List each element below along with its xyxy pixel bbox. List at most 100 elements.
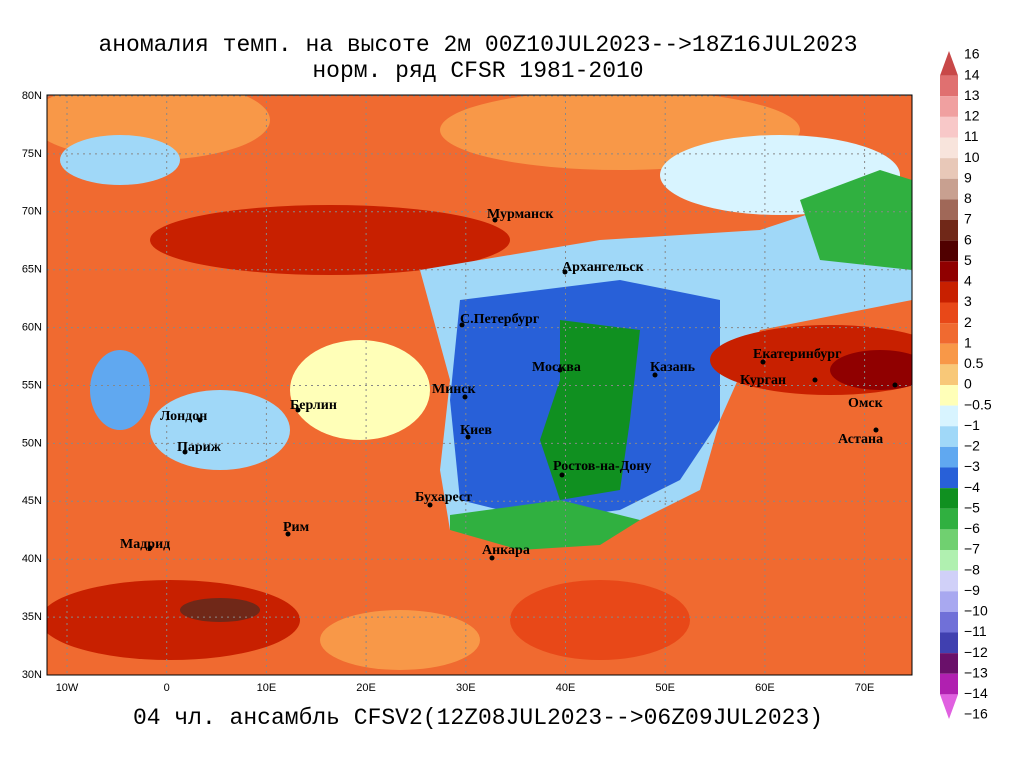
colorbar-label: 8: [964, 190, 972, 206]
city-dot: [812, 377, 818, 383]
city-dot: [562, 269, 568, 275]
city-label: Киев: [460, 423, 492, 438]
colorbar-label: −14: [964, 685, 988, 701]
colorbar-box: [940, 385, 958, 406]
lat-label: 45N: [22, 495, 42, 507]
colorbar-box: [940, 611, 958, 633]
lon-label: 60E: [755, 682, 775, 694]
lon-label: 10E: [257, 682, 277, 694]
colorbar-end: [940, 51, 958, 76]
colorbar-label: −7: [964, 541, 980, 557]
city-label: Казань: [650, 360, 696, 375]
lat-label: 40N: [22, 553, 42, 565]
city-dot: [892, 382, 898, 388]
city-label: Лондон: [160, 409, 207, 424]
lat-label: 35N: [22, 611, 42, 623]
city-label: Москва: [532, 360, 581, 375]
city-dot: [873, 427, 879, 433]
colorbar-box: [940, 364, 958, 385]
colorbar-label: 5: [964, 252, 972, 268]
colorbar-box: [940, 488, 958, 509]
city-label: Минск: [432, 382, 477, 397]
colorbar-label: 4: [964, 273, 972, 289]
colorbar-label: 1: [964, 334, 972, 350]
lat-label: 80N: [22, 90, 42, 102]
colorbar-box: [940, 529, 958, 550]
colorbar-end: [940, 694, 958, 719]
colorbar-box: [940, 199, 958, 220]
colorbar-label: 13: [964, 87, 980, 103]
city-label: С.Петербург: [460, 312, 539, 327]
colorbar-box: [940, 220, 958, 241]
colorbar-label: 14: [964, 66, 980, 82]
title-line: аномалия темп. на высоте 2м 00Z10JUL2023…: [98, 32, 857, 58]
colorbar-label: 16: [964, 46, 980, 62]
city-dot: [197, 417, 203, 423]
city-label: Бухарест: [415, 490, 472, 505]
colorbar-label: 3: [964, 293, 972, 309]
city-label: Астана: [838, 432, 883, 447]
colorbar-label: −16: [964, 706, 988, 722]
lon-label: 20E: [356, 682, 376, 694]
lon-label: 10W: [56, 682, 79, 694]
lon-label: 70E: [855, 682, 875, 694]
lon-label: 40E: [556, 682, 576, 694]
colorbar-label: −2: [964, 438, 980, 454]
colorbar-box: [940, 405, 958, 427]
colorbar-box: [940, 446, 958, 468]
colorbar-label: 2: [964, 314, 972, 330]
colorbar-label: −11: [964, 623, 987, 639]
colorbar-label: 9: [964, 169, 972, 185]
colorbar-box: [940, 158, 958, 179]
colorbar-box: [940, 240, 958, 262]
colorbar-box: [940, 508, 958, 530]
colorbar-box: [940, 75, 958, 97]
city-label: Анкара: [482, 543, 530, 558]
colorbar-box: [940, 591, 958, 612]
colorbar-label: −1: [964, 417, 980, 433]
colorbar-box: [940, 96, 958, 117]
colorbar-box: [940, 570, 958, 592]
colorbar-label: −12: [964, 644, 988, 660]
city-dot: [295, 407, 301, 413]
colorbar-box: [940, 467, 958, 489]
city-dot: [760, 359, 766, 365]
lat-label: 70N: [22, 206, 42, 218]
colorbar-box: [940, 653, 958, 674]
colorbar-label: 12: [964, 108, 980, 124]
city-dot: [652, 372, 658, 378]
colorbar-box: [940, 550, 958, 571]
city-label: Екатеринбург: [753, 347, 841, 362]
colorbar-label: −0.5: [964, 396, 992, 412]
colorbar-box: [940, 261, 958, 282]
map-frame: [46, 94, 913, 676]
colorbar-box: [940, 302, 958, 324]
colorbar-box: [940, 137, 958, 159]
city-label: Ростов-на-Дону: [553, 459, 651, 474]
colorbar-label: −6: [964, 520, 980, 536]
colorbar-label: −8: [964, 561, 980, 577]
colorbar-box: [940, 281, 958, 303]
colorbar-label: −9: [964, 582, 980, 598]
lat-label: 65N: [22, 264, 42, 276]
city-dot: [427, 502, 433, 508]
colorbar-box: [940, 116, 958, 138]
lon-label: 30E: [456, 682, 476, 694]
colorbar-label: 7: [964, 211, 972, 227]
city-dot: [559, 472, 565, 478]
city-dot: [182, 449, 188, 455]
colorbar-box: [940, 426, 958, 447]
city-label: Париж: [177, 440, 222, 455]
city-label: Мурманск: [487, 207, 554, 222]
colorbar-box: [940, 632, 958, 654]
colorbar-box: [940, 343, 958, 365]
city-label: Архангельск: [562, 260, 645, 275]
anomaly-field: [47, 95, 912, 675]
city-dot: [465, 434, 471, 440]
city-dot: [459, 322, 465, 328]
lat-label: 55N: [22, 379, 42, 391]
city-dot: [492, 217, 498, 223]
colorbar-box: [940, 178, 958, 200]
colorbar-label: −13: [964, 664, 988, 680]
